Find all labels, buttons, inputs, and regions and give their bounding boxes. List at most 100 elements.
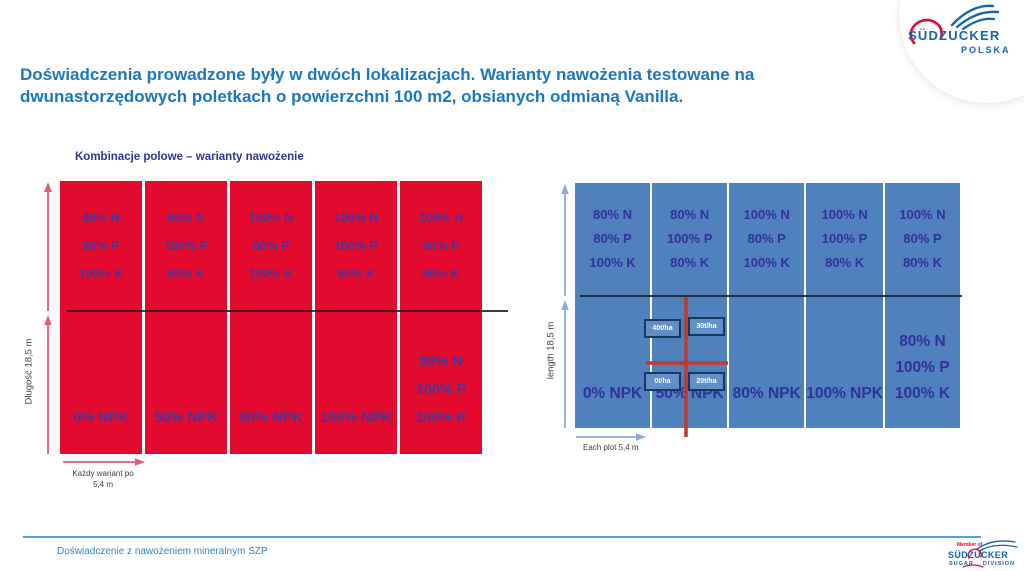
treatment-line: 100% P — [666, 231, 713, 246]
plot-top-cell: 80% N 80% P 100% K — [60, 181, 142, 310]
treatment-line: 80% P — [593, 231, 632, 246]
blue-field-grid: 80% N 80% P 100% K 0% NPK 80% N 100% P 8… — [575, 183, 960, 428]
footer-caption: Doświadczenie z nawożeniem mineralnym SZ… — [57, 546, 268, 557]
plot-top-cell: 100% N 100% P 80% K — [315, 181, 397, 310]
dose-box-0t: 0t/ha — [644, 372, 681, 391]
sudzucker-logo-icon — [909, 4, 1000, 45]
dose-box-20t: 20t/ha — [688, 372, 725, 391]
treatment-line: 100% P — [334, 238, 378, 253]
blue-plot-column-5: 100% N 80% P 80% K 80% N 100% P 100% K — [884, 183, 960, 428]
treatment-line: 80% NPK — [239, 410, 303, 426]
treatment-line: 100% N — [743, 207, 790, 222]
treatment-line: 100% K — [78, 266, 124, 281]
treatment-line: 80% N — [899, 333, 946, 350]
plot-top-cell: 100% N 80% P 100% K — [230, 181, 312, 310]
treatment-line: 80% NPK — [732, 385, 801, 402]
red-x-axis-line-2: 5,4 m — [92, 480, 113, 489]
blue-width-arrow — [576, 433, 646, 441]
treatment-line: 80% P — [422, 238, 460, 253]
red-plot-column-2: 80% N 100% P 80% K 50% NPK — [145, 181, 227, 454]
red-width-arrow — [63, 458, 145, 466]
footer-logo-icon — [962, 540, 1018, 568]
plot-bottom-cell: 100% NPK — [315, 310, 397, 454]
red-field-grid: 80% N 80% P 100% K 0% NPK 80% N 100% P 8… — [60, 181, 482, 454]
treatment-line: 80% P — [747, 231, 786, 246]
treatment-line: 80% P — [82, 238, 120, 253]
blue-plot-column-2: 80% N 100% P 80% K 50% NPK — [652, 183, 728, 428]
blue-y-axis-label: length 18,5 m — [545, 321, 557, 380]
plot-bottom-cell: 100% NPK — [806, 295, 883, 428]
treatment-line: 100% K — [589, 255, 636, 270]
treatment-line: 80% K — [337, 266, 375, 281]
title-line-2: dwunastorzędowych poletkach o powierzchn… — [20, 87, 684, 106]
treatment-line: 80% P — [903, 231, 942, 246]
footer-logo-brand: SÜDZUCKER — [948, 550, 1009, 560]
plot-top-cell: 100% N 100% P 80% K — [806, 183, 883, 295]
treatment-line: 100% P — [415, 382, 467, 398]
dose-box-40t: 40t/ha — [644, 319, 681, 338]
treatment-line: 100% K — [248, 266, 294, 281]
plot-top-cell: 100% N 80% P 100% K — [729, 183, 804, 295]
red-x-axis-label: Każdy wariant po 5,4 m — [48, 468, 158, 490]
plot-bottom-cell: 80% N 100% P 100% K — [885, 295, 960, 428]
treatment-line: 80% N — [167, 210, 205, 225]
treatment-line: 80% K — [670, 255, 710, 270]
title-line-1: Doświadczenia prowadzone były w dwóch lo… — [20, 65, 755, 84]
plot-top-cell: 80% N 80% P 100% K — [575, 183, 650, 295]
footer-logo: Member of SÜDZUCKER SUGAR DIVISION — [945, 540, 1023, 570]
treatment-line: 80% K — [167, 266, 205, 281]
red-plot-column-3: 100% N 80% P 100% K 80% NPK — [230, 181, 312, 454]
blue-plot-column-1: 80% N 80% P 100% K 0% NPK — [575, 183, 651, 428]
red-x-axis-line-1: Każdy wariant po — [72, 469, 134, 478]
plot-top-cell: 100% N 80% P 80% K — [400, 181, 482, 310]
treatment-line: 80% P — [252, 238, 290, 253]
red-plot-column-5: 100% N 80% P 80% K 80% N 100% P 100% K — [400, 181, 482, 454]
plot-top-cell: 100% N 80% P 80% K — [885, 183, 960, 295]
plot-bottom-cell: 0% NPK — [575, 295, 650, 428]
plot-top-cell: 80% N 100% P 80% K — [652, 183, 727, 295]
treatment-line: 50% NPK — [154, 410, 218, 426]
treatment-line: 100% N — [899, 207, 946, 222]
treatment-line: 100% NPK — [320, 410, 392, 426]
treatment-line: 100% K — [894, 385, 951, 402]
footer-logo-division-left: SUGAR — [949, 561, 974, 567]
treatment-line: 80% N — [419, 354, 463, 370]
brand-region: POLSKA — [961, 45, 1011, 55]
treatment-line: 100% N — [248, 210, 294, 225]
dose-box-30t: 30t/ha — [688, 317, 725, 336]
red-diagram-heading: Kombinacje polowe – warianty nawożenie — [75, 151, 304, 163]
treatment-line: 80% N — [670, 207, 710, 222]
red-plot-column-1: 80% N 80% P 100% K 0% NPK — [60, 181, 142, 454]
treatment-line: 100% P — [164, 238, 208, 253]
treatment-line: 100% NPK — [806, 385, 883, 402]
treatment-line: 100% N — [821, 207, 868, 222]
footer-logo-member: Member of — [957, 542, 983, 548]
blue-x-axis-label: Each plot 5,4 m — [583, 443, 639, 452]
treatment-line: 80% K — [902, 255, 942, 270]
red-y-axis-label: Długość 18,5 m — [23, 338, 35, 405]
treatment-line: 0% NPK — [582, 385, 643, 402]
plot-bottom-cell: 80% NPK — [729, 295, 804, 428]
treatment-line: 100% N — [333, 210, 379, 225]
blue-plot-column-4: 100% N 100% P 80% K 100% NPK — [806, 183, 883, 428]
plot-bottom-cell: 50% NPK — [652, 295, 727, 428]
plot-bottom-cell: 50% NPK — [145, 310, 227, 454]
brand-name: SÜDZUCKER — [908, 28, 1001, 43]
treatment-line: 100% K — [743, 255, 790, 270]
red-length-arrows — [44, 182, 52, 454]
treatment-line: 80% K — [825, 255, 865, 270]
treatment-line: 80% K — [422, 266, 460, 281]
treatment-line: 100% K — [415, 410, 467, 426]
treatment-line: 100% P — [895, 359, 950, 376]
treatment-line: 80% N — [82, 210, 120, 225]
slide-title: Doświadczenia prowadzone były w dwóch lo… — [20, 64, 754, 108]
footer-logo-division: SUGAR DIVISION — [949, 561, 1015, 567]
footer-logo-division-right: DIVISION — [982, 561, 1016, 567]
treatment-line: 80% N — [593, 207, 633, 222]
treatment-line: 0% NPK — [73, 410, 129, 426]
treatment-line: 100% N — [418, 210, 464, 225]
treatment-line: 100% P — [821, 231, 868, 246]
plot-top-cell: 80% N 100% P 80% K — [145, 181, 227, 310]
plot-bottom-cell: 80% N 100% P 100% K — [400, 310, 482, 454]
